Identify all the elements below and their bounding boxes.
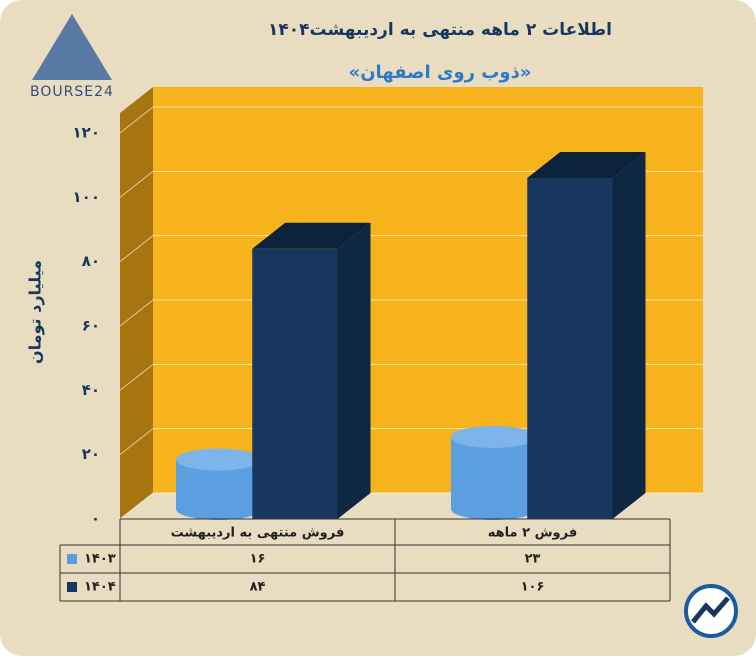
data-label: ۸۴ bbox=[250, 580, 266, 595]
legend-swatch bbox=[67, 554, 77, 564]
y-tick-label: ۶۰ bbox=[82, 317, 100, 335]
grid-line bbox=[119, 299, 703, 327]
y-tick-label: ۴۰ bbox=[82, 381, 100, 399]
y-axis-label: میلیارد تومان bbox=[26, 260, 45, 364]
data-label: ۱۰۶ bbox=[521, 580, 545, 595]
data-label: ۲۳ bbox=[525, 552, 541, 567]
logo-text: BOURSE24 bbox=[30, 84, 114, 100]
chart-subtitle: «ذوب روی اصفهان» bbox=[349, 62, 532, 83]
legend-swatch bbox=[67, 582, 77, 592]
bar bbox=[252, 248, 338, 520]
bar-top bbox=[176, 448, 262, 471]
y-tick-label: ۱۲۰ bbox=[73, 124, 100, 142]
grid-line bbox=[119, 170, 703, 198]
bar-body bbox=[451, 437, 537, 520]
legend-label: ۱۴۰۴ bbox=[84, 580, 116, 595]
legend-label: ۱۴۰۳ bbox=[84, 552, 116, 567]
grid-line bbox=[119, 235, 703, 263]
grid-line bbox=[119, 363, 703, 391]
y-tick-label: ۰ bbox=[91, 510, 100, 528]
chart-title: اطلاعات ۲ ماهه منتهی به اردیبهشت۱۴۰۴ bbox=[268, 20, 612, 40]
bar-top bbox=[451, 426, 537, 449]
y-tick-label: ۲۰ bbox=[82, 445, 100, 463]
side-wall bbox=[120, 87, 153, 519]
x-tick-label: فروش ۲ ماهه bbox=[488, 526, 577, 541]
x-tick-label: فروش منتهی به اردیبهشت bbox=[171, 526, 345, 541]
y-tick-label: ۸۰ bbox=[82, 252, 100, 270]
bar bbox=[527, 178, 613, 520]
bar-top bbox=[252, 222, 371, 249]
bar-top bbox=[527, 152, 646, 179]
y-tick-label: ۱۰۰ bbox=[73, 188, 100, 206]
logo-badge bbox=[684, 584, 738, 638]
bar-body bbox=[176, 459, 262, 520]
data-label: ۱۶ bbox=[250, 552, 266, 567]
bar-side bbox=[337, 222, 371, 520]
grid-line bbox=[119, 106, 703, 134]
bar-side bbox=[612, 152, 646, 520]
logo-icon bbox=[32, 14, 112, 80]
